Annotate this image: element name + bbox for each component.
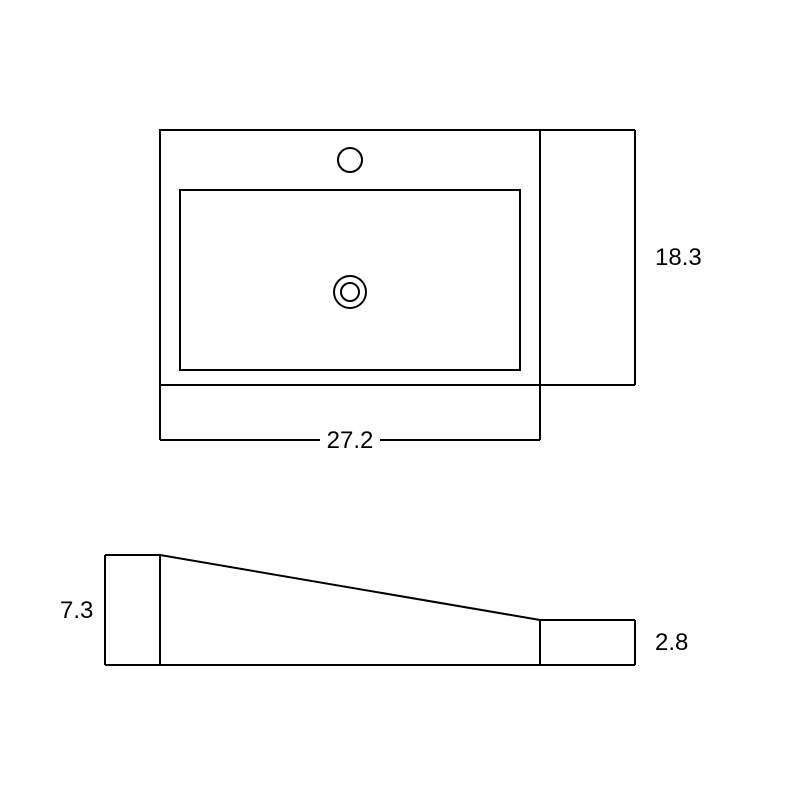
top-view-basin bbox=[180, 190, 520, 370]
technical-drawing: 27.2 18.3 7.3 2.8 bbox=[0, 0, 801, 801]
drain-outer bbox=[334, 276, 366, 308]
side-view-profile bbox=[160, 555, 540, 665]
top-view-outer bbox=[160, 130, 540, 385]
front-height-label: 2.8 bbox=[655, 629, 688, 656]
depth-label: 18.3 bbox=[655, 244, 702, 271]
back-height-label: 7.3 bbox=[60, 597, 93, 624]
faucet-hole bbox=[338, 148, 362, 172]
width-label: 27.2 bbox=[327, 427, 374, 454]
drain-inner bbox=[341, 283, 359, 301]
